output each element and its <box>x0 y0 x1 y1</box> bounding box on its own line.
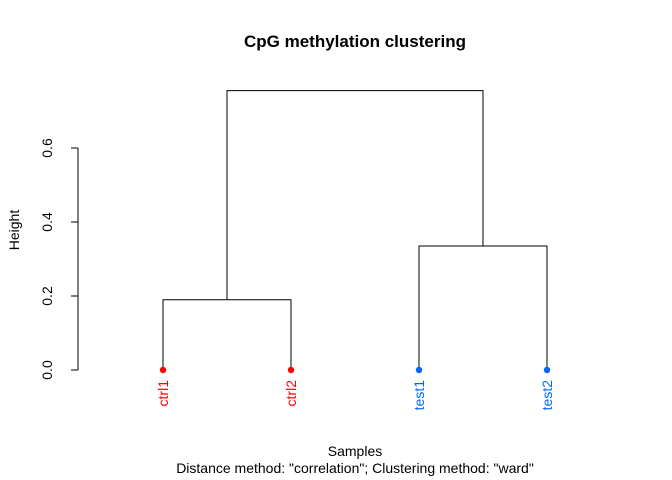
y-axis-label: Height <box>6 210 22 251</box>
y-axis: 0.0 0.2 0.4 0.6 <box>39 138 79 380</box>
merge-branch-1 <box>418 245 548 370</box>
merge-branch-0 <box>162 299 292 370</box>
x-axis-label: Samples <box>328 443 382 459</box>
y-tick-label-0: 0.0 <box>39 360 55 380</box>
y-tick-label-2: 0.4 <box>39 212 55 232</box>
leaf-point-ctrl1 <box>159 366 167 374</box>
leaf-point-test1 <box>415 366 423 374</box>
leaf-point-test2 <box>543 366 551 374</box>
leaf-label-test2: test2 <box>539 380 555 411</box>
leaf-label-ctrl2: ctrl2 <box>283 380 299 407</box>
merge-branch-2 <box>226 90 484 300</box>
leaf-point-ctrl2 <box>287 366 295 374</box>
chart-title: CpG methylation clustering <box>244 32 466 51</box>
leaf-label-test1: test1 <box>411 380 427 411</box>
y-tick-label-3: 0.6 <box>39 138 55 158</box>
dendrogram-leaves: ctrl1 ctrl2 test1 test2 <box>155 366 555 411</box>
y-tick-label-1: 0.2 <box>39 286 55 306</box>
dendrogram-branches <box>162 90 548 370</box>
leaf-label-ctrl1: ctrl1 <box>155 380 171 407</box>
x-axis-sublabel: Distance method: "correlation"; Clusteri… <box>176 460 534 476</box>
